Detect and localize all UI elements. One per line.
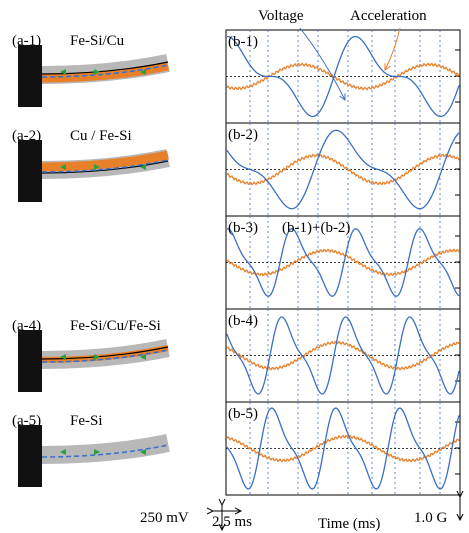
voltage-trace: [226, 35, 460, 118]
flux-arrow: [94, 164, 100, 170]
voltage-trace: [226, 129, 460, 210]
voltage-scale: 250 mV: [140, 510, 189, 526]
x-axis-label: Time (ms): [318, 516, 380, 532]
beam: [41, 434, 170, 464]
flux-arrow: [140, 69, 146, 75]
beam-panels: (a-1) Fe-Si/Cu(a-2) Cu / Fe-Si(a-4) Fe-Si/C…: [12, 33, 170, 487]
panel-label: (b-2): [228, 127, 258, 143]
flux-arrow: [60, 69, 66, 75]
clamp: [18, 425, 42, 487]
flux-arrow: [94, 354, 100, 360]
voltage-trace: [226, 407, 460, 490]
material-name: Cu / Fe-Si: [70, 128, 132, 144]
flux-arrow: [140, 449, 146, 455]
neutral-line: [41, 61, 169, 75]
material-name: Fe-Si/Cu: [70, 33, 125, 49]
flux-arrow: [60, 449, 66, 455]
flux-arrow: [94, 449, 100, 455]
panel-label: (b-4): [228, 313, 258, 329]
waveform-panels: (b-1) (b-2) (b-3) (b-1)+(b-2) (b-4) (b-5): [225, 29, 461, 496]
acceleration-trace: [226, 434, 460, 463]
neutral-line: [41, 160, 169, 174]
flux-arrow: [140, 164, 146, 170]
flux-path: [41, 444, 169, 458]
acceleration-scale: 1.0 G: [414, 510, 448, 526]
voltage-trace: [226, 228, 460, 297]
material-name: Fe-Si: [70, 413, 103, 429]
clamp: [18, 140, 42, 202]
clamp: [18, 45, 42, 107]
voltage-trace: [226, 316, 460, 395]
panel-label: (b-3): [228, 220, 258, 236]
flux-arrow: [60, 354, 66, 360]
flux-path: [41, 349, 169, 363]
legend-voltage: Voltage: [258, 8, 304, 24]
clamp: [18, 330, 42, 392]
legend-acceleration: Acceleration: [350, 8, 427, 24]
copper-layer: [41, 150, 169, 172]
acceleration-trace: [226, 62, 460, 91]
acceleration-pointer: [385, 27, 401, 70]
material-name: Fe-Si/Cu/Fe-Si: [70, 318, 161, 334]
flux-path: [41, 64, 169, 78]
time-scale: 2.5 ms: [212, 514, 252, 530]
copper-layer: [41, 345, 169, 363]
copper-layer: [41, 61, 169, 83]
voltage-pointer: [299, 27, 345, 100]
flux-path: [41, 159, 169, 173]
panel-label: (b-5): [228, 406, 258, 422]
neutral-line: [41, 346, 169, 360]
flux-arrow: [140, 354, 146, 360]
acceleration-trace: [226, 340, 460, 371]
panel-label: (b-1): [228, 34, 258, 50]
panel-caption: (b-1)+(b-2): [282, 220, 350, 236]
flux-arrow: [60, 164, 66, 170]
flux-arrow: [94, 69, 100, 75]
acceleration-trace: [226, 248, 460, 277]
